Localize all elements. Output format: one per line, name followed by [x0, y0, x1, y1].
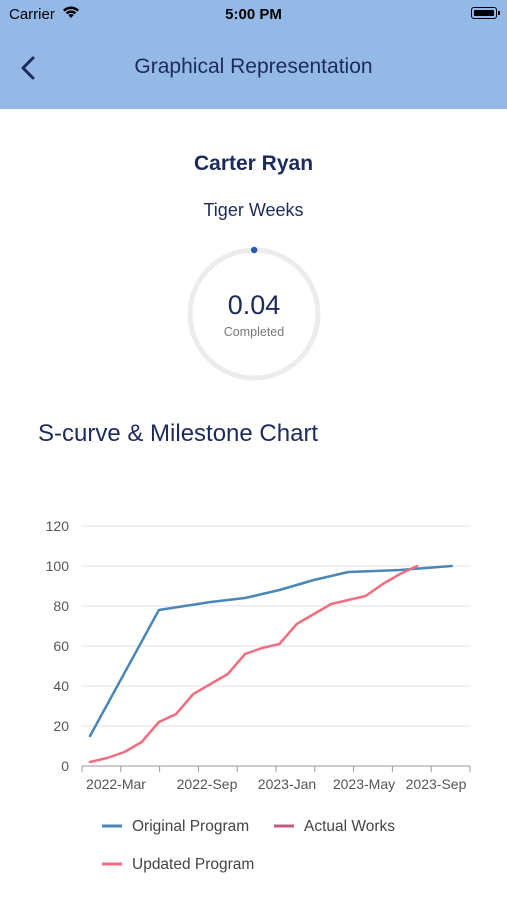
y-tick-label: 40: [53, 678, 69, 694]
x-tick-label: 2022-Mar: [86, 776, 146, 792]
chevron-left-icon: [21, 56, 35, 80]
battery-icon: [471, 7, 500, 19]
y-tick-label: 100: [46, 558, 70, 574]
series-line-original-program: [88, 564, 453, 738]
back-button[interactable]: [14, 50, 44, 86]
progress-value: 0.04: [227, 290, 281, 320]
project-name: Tiger Weeks: [203, 200, 304, 220]
progress-indicator: [250, 246, 258, 254]
series-line-updated-program: [88, 564, 419, 764]
clock: 5:00 PM: [225, 6, 282, 23]
y-tick-label: 80: [53, 598, 69, 614]
page-title: Graphical Representation: [134, 55, 373, 78]
y-tick-label: 0: [61, 758, 69, 774]
x-tick-label: 2022-Sep: [177, 776, 238, 792]
x-tick-label: 2023-May: [333, 776, 395, 792]
carrier-label: Carrier: [9, 6, 55, 23]
legend-label: Actual Works: [304, 818, 395, 835]
y-tick-label: 60: [53, 638, 69, 654]
progress-label: Completed: [223, 325, 285, 339]
y-tick-label: 20: [53, 718, 69, 734]
wifi-icon: [63, 6, 79, 18]
user-name: Carter Ryan: [193, 152, 314, 175]
legend-label: Original Program: [132, 818, 249, 835]
legend-label: Updated Program: [132, 856, 254, 873]
chart-section-title: S-curve & Milestone Chart: [38, 420, 319, 447]
y-tick-label: 120: [46, 518, 70, 534]
s-curve-chart: 0 20 40 60 80 100 120 2022-Mar 2022-Sep 2023-Jan 2…: [46, 518, 471, 873]
progress-ring: [187, 246, 321, 381]
status-bar: Carrier 5:00 PM: [0, 0, 507, 28]
x-tick-label: 2023-Sep: [406, 776, 467, 792]
x-tick-label: 2023-Jan: [258, 776, 316, 792]
navigation-bar: Graphical Representation: [0, 28, 507, 109]
